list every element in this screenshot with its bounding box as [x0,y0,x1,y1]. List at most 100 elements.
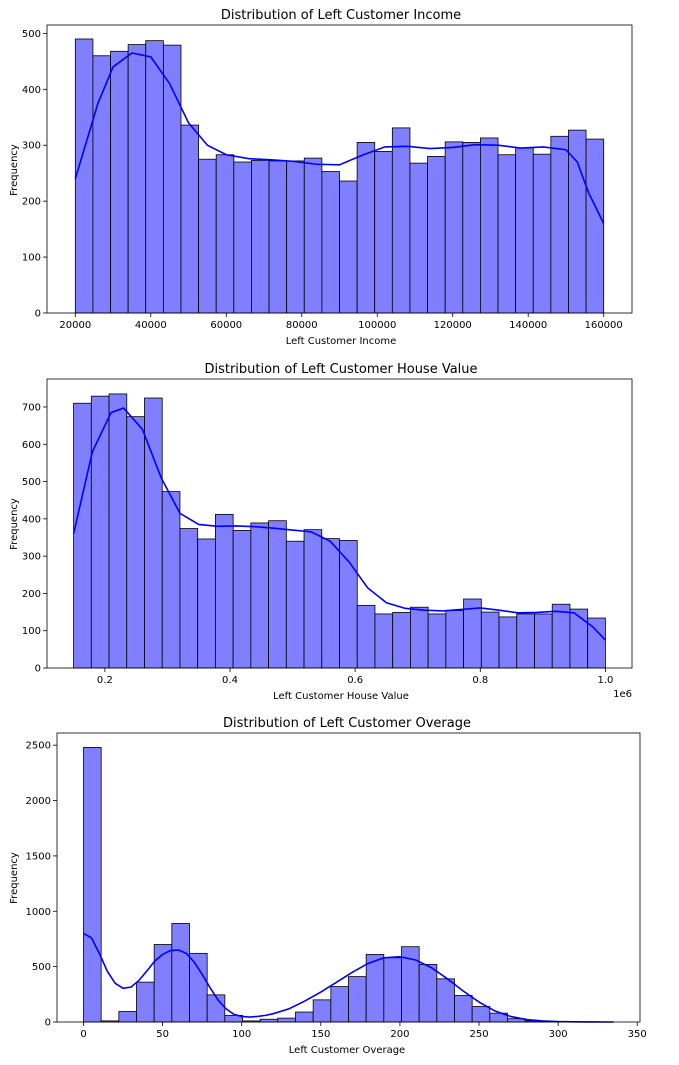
histogram-bar [74,403,92,668]
histogram-bar [340,181,358,313]
histogram-bar [172,923,190,1022]
offset-text: 1e6 [613,689,632,700]
histogram-bar [146,41,164,313]
histogram-bar [586,139,604,313]
histogram-bar [180,529,198,668]
x-tick-label: 300 [549,1029,568,1040]
y-tick-label: 400 [22,85,41,96]
bars-group [74,394,606,668]
histogram-bar [75,39,93,313]
histogram-bar [480,138,498,313]
histogram-bar [340,540,358,668]
y-axis-label: Frequency [9,852,20,904]
histogram-bar [498,155,516,313]
histogram-bar [331,987,349,1022]
y-tick-label: 1000 [26,907,51,918]
x-axis-label: Left Customer House Value [273,691,409,702]
y-tick-label: 600 [22,440,41,451]
histogram-bar [278,1018,296,1022]
x-tick-label: 120000 [434,320,472,331]
x-axis-label: Left Customer Income [286,336,397,347]
histogram-bar [570,609,588,668]
x-tick-label: 160000 [585,320,623,331]
x-tick-label: 140000 [509,320,547,331]
histogram-bar [154,944,172,1022]
histogram-bar [535,614,553,668]
y-tick-label: 400 [22,514,41,525]
y-tick-label: 2500 [26,741,51,752]
histogram-bar [446,611,464,668]
x-ticks: 20000 40000 60000 80000 100000 120000 140000 16… [59,313,622,331]
x-tick-label: 250 [469,1029,488,1040]
histogram-bar [260,1019,278,1022]
histogram-bar [199,159,217,313]
histogram-bar [366,954,384,1022]
histogram-bar [499,617,517,668]
histogram-bar [190,953,208,1022]
y-tick-label: 100 [22,253,41,264]
x-ticks: 0 50 100 150 200 250 300 350 [80,1022,646,1040]
histogram-bar [568,130,586,313]
bars-group [84,747,614,1022]
x-tick-label: 0.6 [347,675,363,686]
histogram-bar [393,612,411,668]
y-axis-label: Frequency [9,144,20,196]
y-axis-label: Frequency [9,498,20,550]
histogram-bar [322,172,340,313]
histogram-bar [109,394,127,668]
histogram-bar [552,604,570,668]
x-tick-label: 50 [156,1029,169,1040]
histogram-bar [181,125,199,313]
bars-group [75,39,603,313]
x-tick-label: 80000 [286,320,318,331]
histogram-bar [313,1000,331,1022]
histogram-bar [516,148,534,313]
histogram-bar [357,605,375,668]
histogram-bar [410,607,428,668]
y-tick-label: 700 [22,402,41,413]
y-tick-label: 500 [22,29,41,40]
y-tick-label: 200 [22,197,41,208]
y-tick-label: 1500 [26,851,51,862]
histogram-bar [428,156,446,313]
y-tick-label: 200 [22,589,41,600]
histogram-bar [445,142,463,313]
y-tick-label: 2000 [26,796,51,807]
histogram-bar [234,162,252,313]
histogram-bar [463,142,481,313]
histogram-bar [322,539,340,668]
x-tick-label: 200 [390,1029,409,1040]
chart-panel-overage: Distribution of Left Customer Overage 0 5… [9,716,647,1056]
histogram-bar [287,161,305,313]
histogram-bar [119,1011,137,1022]
histogram-bar [410,163,428,313]
x-tick-label: 0 [80,1029,86,1040]
histogram-bar [127,417,145,668]
histogram-bar [304,530,322,668]
y-tick-label: 0 [45,1018,51,1029]
y-ticks: 0 100 200 300 400 500 600 700 [22,402,47,674]
x-axis-label: Left Customer Overage [289,1045,405,1056]
histogram-bar [137,982,155,1022]
x-tick-label: 0.4 [222,675,238,686]
x-tick-label: 150 [311,1029,330,1040]
y-tick-label: 300 [22,141,41,152]
x-tick-label: 100 [232,1029,251,1040]
chart-panel-income: Distribution of Left Customer Income 200… [9,8,632,347]
histogram-bar [286,541,304,668]
x-tick-label: 350 [628,1029,647,1040]
chart-panel-house-value: Distribution of Left Customer House Valu… [9,362,632,702]
histogram-bar [269,521,287,668]
histogram-bar [472,1006,490,1022]
histogram-bar [251,160,269,313]
histogram-bar [84,747,102,1022]
chart-title: Distribution of Left Customer House Valu… [204,362,477,377]
chart-title: Distribution of Left Customer Income [221,8,461,23]
histogram-bar [111,51,129,313]
chart-title: Distribution of Left Customer Overage [223,716,471,731]
histogram-bar [419,964,437,1022]
histogram-bar [216,155,234,313]
histogram-bar [349,977,367,1022]
histogram-bar [428,614,446,668]
